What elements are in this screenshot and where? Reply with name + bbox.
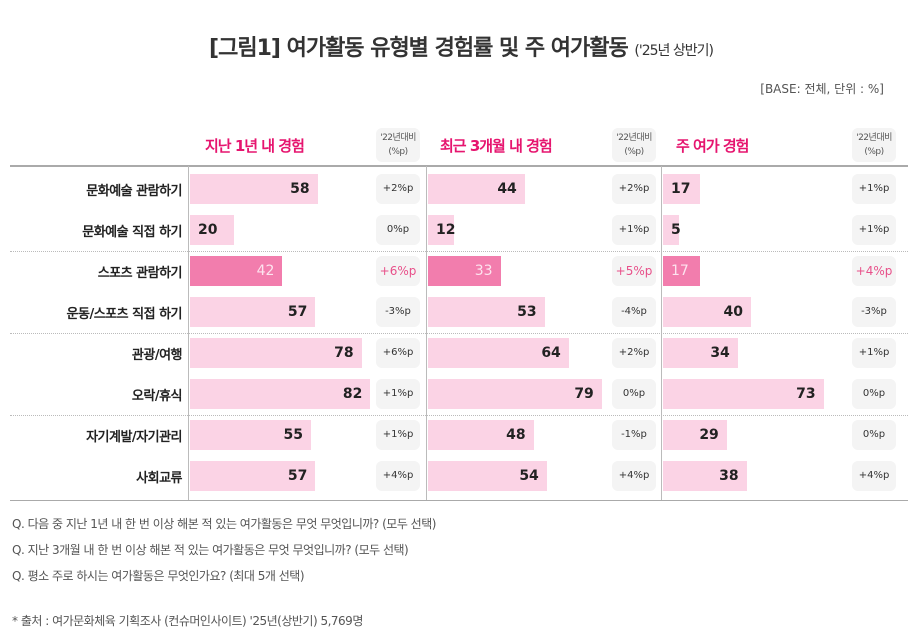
bar: 12 (428, 215, 455, 245)
bar: 78 (190, 338, 362, 368)
category-label: 관광/여행 (131, 348, 183, 363)
bar: 44 (428, 174, 525, 204)
change-value: +2%p (376, 174, 420, 204)
category-label: 스포츠 관람하기 (97, 266, 183, 281)
column-divider (188, 166, 189, 500)
change-header: '22년대비 (%p) (852, 128, 896, 162)
change-header: '22년대비 (%p) (612, 128, 656, 162)
bar: 5 (663, 215, 681, 245)
change-value: +4%p (852, 461, 896, 491)
base-note: [BASE: 전체, 단위 : %] (760, 82, 884, 96)
change-value: +1%p (852, 338, 896, 368)
bar: 82 (190, 379, 371, 409)
series-header: 최근 3개월 내 경험 (440, 137, 553, 155)
change-header: '22년대비 (%p) (376, 128, 420, 162)
change-value: 0%p (852, 420, 896, 450)
bar: 40 (663, 297, 751, 327)
change-value: +1%p (852, 215, 896, 245)
bar: 79 (428, 379, 602, 409)
change-value: 0%p (852, 379, 896, 409)
change-value: +4%p (376, 461, 420, 491)
title-text: [그림1] 여가활동 유형별 경험률 및 주 여가활동 (209, 36, 629, 61)
header-rule (10, 165, 908, 167)
group-separator (10, 251, 908, 252)
bar: 57 (190, 297, 316, 327)
change-value: +6%p (376, 256, 420, 286)
change-value: +1%p (852, 174, 896, 204)
change-value: +4%p (852, 256, 896, 286)
bar: 58 (190, 174, 318, 204)
change-value: +1%p (376, 420, 420, 450)
change-value: 0%p (376, 215, 420, 245)
category-label: 자기계발/자기관리 (86, 430, 182, 445)
chart-title: [그림1] 여가활동 유형별 경험률 및 주 여가활동 ('25년 상반기) (0, 30, 922, 62)
bar: 17 (663, 256, 701, 286)
change-value: +1%p (612, 215, 656, 245)
category-label: 사회교류 (136, 471, 182, 486)
bar: 48 (428, 420, 534, 450)
change-value: +1%p (376, 379, 420, 409)
change-value: +4%p (612, 461, 656, 491)
title-suffix: ('25년 상반기) (634, 43, 714, 59)
change-value: -1%p (612, 420, 656, 450)
change-value: -3%p (376, 297, 420, 327)
bar: 38 (663, 461, 747, 491)
bar: 20 (190, 215, 234, 245)
category-label: 운동/스포츠 직접 하기 (66, 307, 183, 322)
group-separator (10, 333, 908, 334)
source-note: * 출처 : 여가문화체육 기획조사 (컨슈머인사이트) '25년(상반기) 5… (12, 614, 363, 628)
bar: 64 (428, 338, 569, 368)
question-note: Q. 평소 주로 하시는 여가활동은 무엇인가요? (최대 5개 선택) (12, 569, 305, 583)
series-header: 지난 1년 내 경험 (205, 137, 305, 155)
bar: 55 (190, 420, 311, 450)
change-value: +6%p (376, 338, 420, 368)
bar: 57 (190, 461, 316, 491)
bar: 42 (190, 256, 283, 286)
column-divider (661, 166, 662, 500)
bar: 17 (663, 174, 701, 204)
bar: 54 (428, 461, 547, 491)
bar: 34 (663, 338, 738, 368)
bar: 33 (428, 256, 501, 286)
category-label: 오락/휴식 (131, 389, 183, 404)
change-value: -4%p (612, 297, 656, 327)
question-note: Q. 다음 중 지난 1년 내 한 번 이상 해본 적 있는 여가활동은 무엇 … (12, 517, 436, 531)
change-value: +5%p (612, 256, 656, 286)
group-separator (10, 415, 908, 416)
bar: 73 (663, 379, 824, 409)
category-label: 문화예술 관람하기 (86, 184, 182, 199)
series-header: 주 여가 경험 (676, 137, 749, 155)
question-note: Q. 지난 3개월 내 한 번 이상 해본 적 있는 여가활동은 무엇 무엇입니… (12, 543, 409, 557)
change-value: -3%p (852, 297, 896, 327)
bar: 53 (428, 297, 545, 327)
column-divider (426, 166, 427, 500)
change-value: 0%p (612, 379, 656, 409)
change-value: +2%p (612, 338, 656, 368)
bar: 29 (663, 420, 727, 450)
bottom-rule (10, 500, 908, 501)
category-label: 문화예술 직접 하기 (82, 225, 182, 240)
change-value: +2%p (612, 174, 656, 204)
